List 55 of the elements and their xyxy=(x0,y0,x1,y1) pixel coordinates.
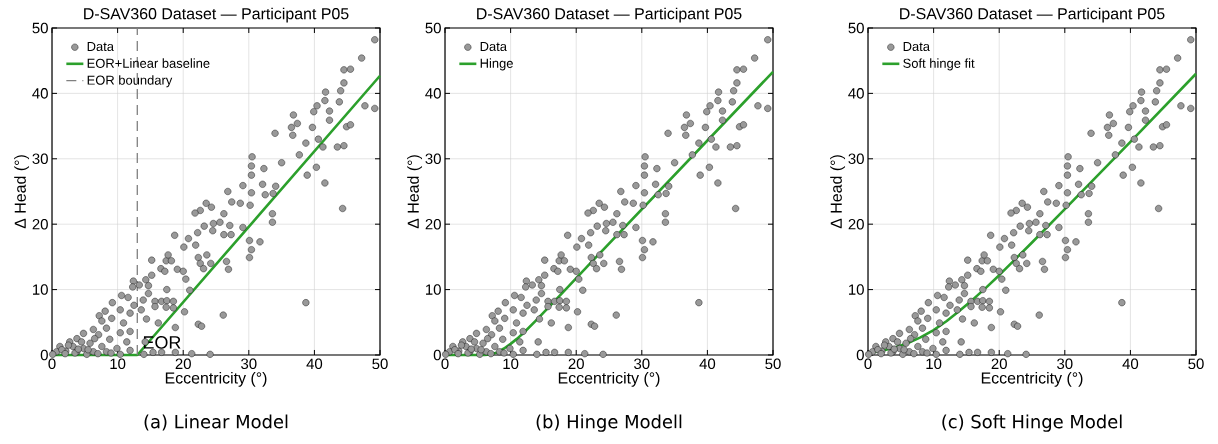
y-axis-title: Δ Head (°) xyxy=(407,155,423,229)
y-tick-label: 10 xyxy=(849,284,864,295)
x-tick-label: 0 xyxy=(864,358,872,370)
x-tick-label: 40 xyxy=(699,358,716,370)
y-tick-label: 30 xyxy=(425,153,441,165)
legend-label: Hinge xyxy=(480,58,513,71)
legend-label: Data xyxy=(903,41,930,52)
legend-label: EOR+Linear baseline xyxy=(87,58,210,68)
y-tick-label: 10 xyxy=(426,284,441,295)
y-axis-title: Δ Head (°) xyxy=(14,155,30,229)
y-tick-label: 10 xyxy=(33,284,48,295)
x-tick-label: 40 xyxy=(306,358,323,370)
y-tick-label: 20 xyxy=(848,218,864,230)
legend-label: EOR boundary xyxy=(87,75,173,88)
x-tick-label: 20 xyxy=(568,358,584,370)
x-tick-label: 30 xyxy=(634,358,650,370)
legend-label: Data xyxy=(87,41,114,52)
y-tick-label: 20 xyxy=(32,218,48,230)
x-tick-label: 0 xyxy=(441,358,449,370)
y-tick-label: 40 xyxy=(848,88,864,99)
chart-title: D-SAV360 Dataset — Participant P05 xyxy=(477,7,742,23)
y-tick-label: 50 xyxy=(848,22,864,34)
y-tick-label: 0 xyxy=(856,349,864,361)
y-tick-label: 0 xyxy=(433,349,441,361)
x-tick-label: 50 xyxy=(1188,358,1204,370)
text: (b) Hinge Modell xyxy=(536,414,682,432)
y-tick-label: 50 xyxy=(32,22,48,34)
x-tick-label: 20 xyxy=(991,358,1007,370)
x-axis-title: Eccentricity (°) xyxy=(981,371,1083,387)
y-axis-title: Δ Head (°) xyxy=(830,155,846,229)
chart-title: D-SAV360 Dataset — Participant P05 xyxy=(84,7,349,23)
x-axis-title: Eccentricity (°) xyxy=(558,371,660,387)
legend-label: Soft hinge fit xyxy=(903,58,975,71)
y-tick-label: 50 xyxy=(425,22,441,34)
y-tick-label: 0 xyxy=(40,349,48,361)
chart-title: D-SAV360 Dataset — Participant P05 xyxy=(900,7,1165,23)
x-tick-label: 50 xyxy=(765,358,781,370)
x-tick-label: 10 xyxy=(503,358,519,370)
x-tick-label: 0 xyxy=(48,358,56,370)
x-tick-label: 20 xyxy=(175,358,191,370)
x-tick-label: 40 xyxy=(1122,358,1139,370)
x-tick-label: 10 xyxy=(110,358,126,370)
y-tick-label: 40 xyxy=(32,88,48,99)
text: (c) Soft Hinge Model xyxy=(942,414,1122,432)
legend-label: Data xyxy=(480,41,507,52)
x-tick-label: 30 xyxy=(1057,358,1073,370)
x-tick-label: 50 xyxy=(372,358,388,370)
y-tick-label: 40 xyxy=(425,88,441,99)
y-tick-label: 20 xyxy=(425,218,441,230)
x-tick-label: 10 xyxy=(926,358,942,370)
x-axis-title: Eccentricity (°) xyxy=(165,371,267,387)
y-tick-label: 30 xyxy=(32,153,48,165)
y-tick-label: 30 xyxy=(848,153,864,165)
x-tick-label: 30 xyxy=(241,358,257,370)
text: (a) Linear Model xyxy=(144,414,288,431)
